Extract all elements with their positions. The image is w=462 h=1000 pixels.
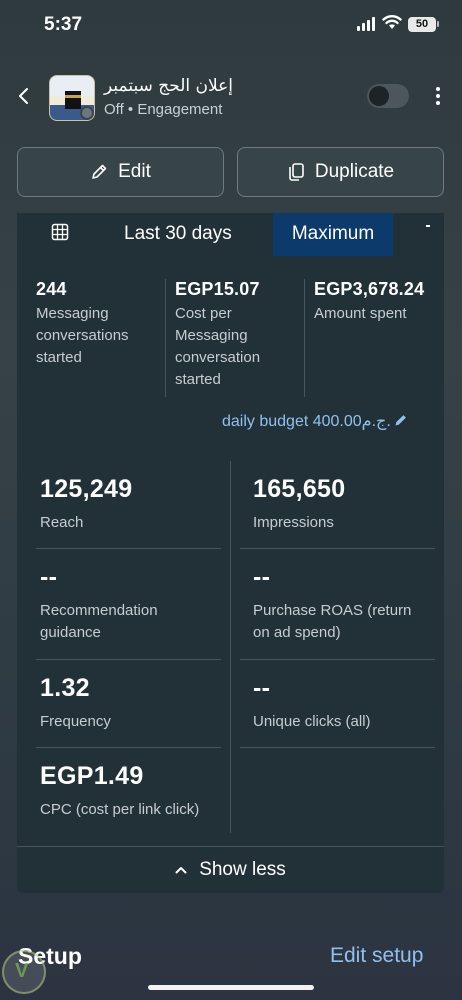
maximum-tab[interactable]: Maximum — [273, 213, 393, 256]
status-time: 5:37 — [44, 14, 83, 35]
summary-stat: EGP3,678.24 Amount spent — [314, 279, 444, 325]
divider — [304, 279, 305, 397]
back-arrow-icon[interactable] — [16, 86, 32, 106]
divider — [240, 747, 435, 748]
toggle-knob — [369, 86, 389, 106]
ad-status-subtitle: Off • Engagement — [104, 101, 223, 118]
ad-status-dot — [80, 106, 94, 120]
pencil-icon — [395, 415, 406, 426]
ad-thumbnail[interactable] — [49, 75, 95, 121]
insights-card: Last 30 days Maximum 244 Messaging conve… — [17, 213, 444, 893]
edit-button-label: Edit — [118, 161, 151, 182]
stat-label: Messaging conversations started — [36, 305, 129, 366]
metric-value: EGP1.49 — [40, 762, 144, 790]
edit-setup-link[interactable]: Edit setup — [330, 944, 424, 967]
signal-icon — [357, 17, 375, 31]
divider — [240, 659, 435, 660]
metric-reach: 125,249 Reach — [40, 475, 220, 534]
metric-value: 165,650 — [253, 475, 346, 503]
metric-label: Impressions — [253, 514, 334, 531]
metric-unique-clicks: -- Unique clicks (all) — [253, 674, 433, 733]
divider — [36, 659, 221, 660]
ad-title: إعلان الحج سبتمبر — [104, 76, 233, 96]
ad-toggle[interactable] — [367, 84, 409, 108]
divider — [36, 548, 221, 549]
divider — [240, 548, 435, 549]
duplicate-icon — [289, 163, 304, 181]
date-filter-row: Last 30 days Maximum — [17, 213, 444, 256]
stat-value: EGP15.07 — [175, 279, 260, 299]
show-less-label: Show less — [199, 859, 286, 880]
metric-value: -- — [253, 563, 271, 591]
metrics-divider — [230, 461, 231, 833]
date-range-tab[interactable]: Last 30 days — [124, 223, 232, 244]
divider — [165, 279, 166, 397]
metric-label: CPC (cost per link click) — [40, 801, 200, 818]
watermark-logo-icon: V — [2, 950, 46, 994]
stat-label: Cost per Messaging conversation started — [175, 305, 261, 388]
metric-value: 125,249 — [40, 475, 133, 503]
stat-label: Amount spent — [314, 305, 407, 322]
metric-label: Unique clicks (all) — [253, 713, 371, 730]
metric-label: Recommendation guidance — [40, 602, 158, 641]
summary-stats: 244 Messaging conversations started EGP1… — [17, 279, 444, 399]
metric-value: 1.32 — [40, 674, 90, 702]
battery-icon: 50 — [408, 17, 436, 32]
stat-value: 244 — [36, 279, 67, 299]
more-tabs-indicator[interactable] — [426, 225, 430, 227]
divider — [36, 747, 221, 748]
metric-purchase-roas: -- Purchase ROAS (return on ad spend) — [253, 563, 433, 644]
more-options-icon[interactable] — [428, 84, 448, 108]
stat-value: EGP3,678.24 — [314, 279, 425, 299]
chevron-up-icon — [175, 867, 187, 874]
wifi-icon — [382, 15, 402, 29]
battery-tip — [437, 21, 439, 27]
metric-label: Purchase ROAS (return on ad spend) — [253, 602, 412, 641]
metric-impressions: 165,650 Impressions — [253, 475, 433, 534]
metric-recommendation-guidance: -- Recommendation guidance — [40, 563, 220, 644]
duplicate-button-label: Duplicate — [314, 161, 395, 182]
metric-label: Reach — [40, 514, 84, 531]
calendar-table-icon[interactable] — [51, 223, 69, 241]
daily-budget-text: daily budget 400.00ج.م. — [222, 413, 391, 430]
home-indicator[interactable] — [148, 985, 314, 990]
edit-button[interactable]: Edit — [17, 147, 224, 197]
metric-value: -- — [253, 674, 271, 702]
daily-budget-link[interactable]: daily budget 400.00ج.م. — [222, 411, 408, 431]
metric-label: Frequency — [40, 713, 111, 730]
duplicate-button[interactable]: Duplicate — [237, 147, 444, 197]
show-less-button[interactable]: Show less — [17, 846, 444, 893]
summary-stat: 244 Messaging conversations started — [36, 279, 176, 369]
metric-cpc: EGP1.49 CPC (cost per link click) — [40, 762, 230, 821]
pencil-icon — [92, 164, 107, 179]
status-bar: 5:37 50 — [0, 0, 462, 50]
metric-value: -- — [40, 563, 58, 591]
metric-frequency: 1.32 Frequency — [40, 674, 220, 733]
summary-stat: EGP15.07 Cost per Messaging conversation… — [175, 279, 315, 391]
